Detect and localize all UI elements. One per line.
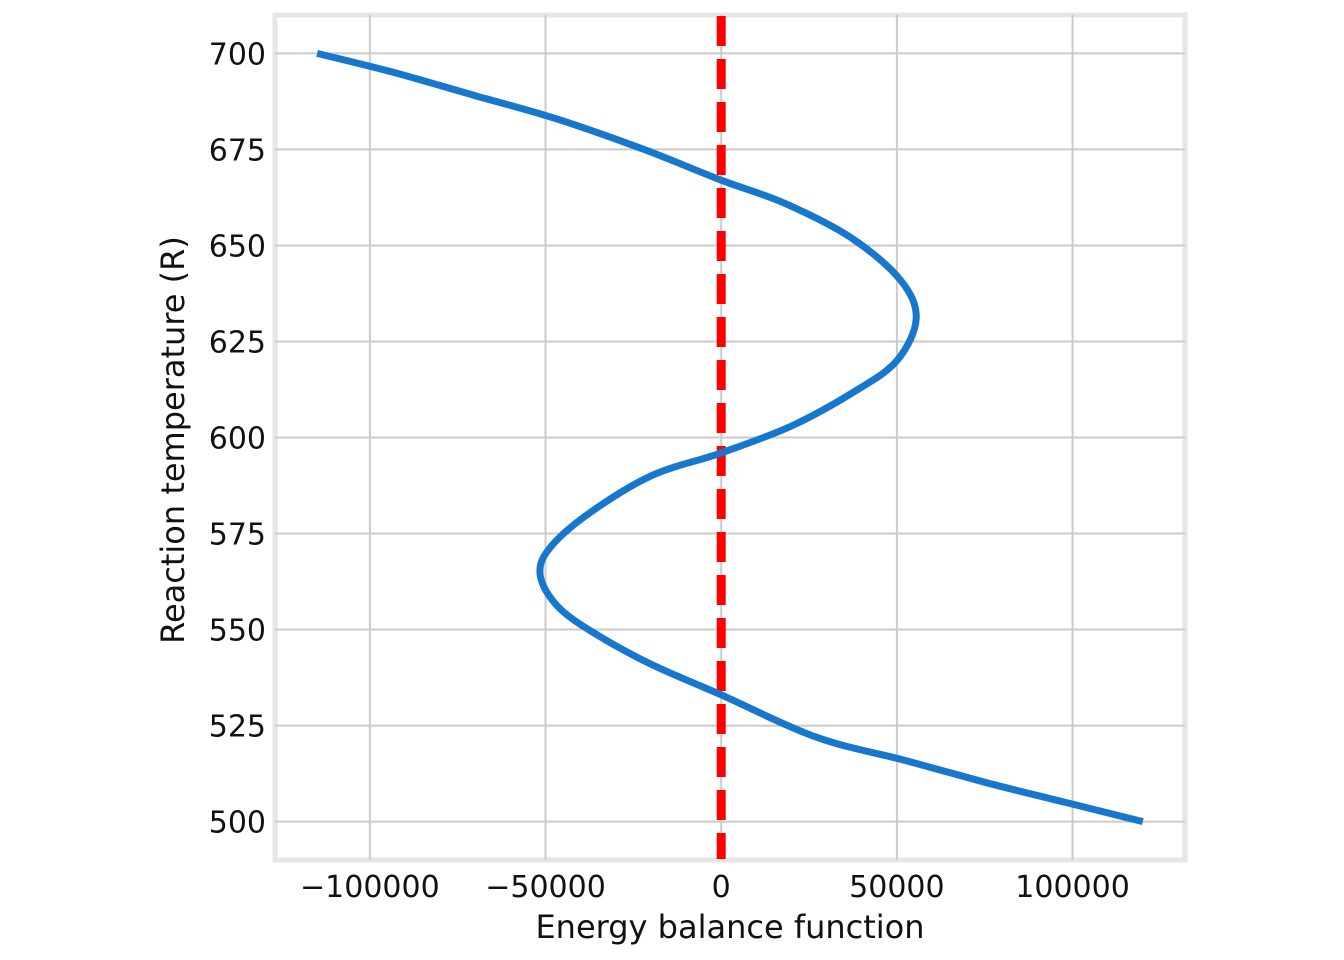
y-tick-label: 625 [209,325,266,360]
x-tick-label: −50000 [485,870,606,905]
x-tick-label: −100000 [300,870,440,905]
x-tick-label: 50000 [849,870,944,905]
data-layer [316,16,1144,859]
y-tick-label: 700 [209,37,266,72]
y-tick-label: 550 [209,614,266,649]
y-tick-label: 575 [209,518,266,553]
tick-labels: −100000 −50000 0 50000 100000 500 525 550 575 600… [209,37,1130,905]
y-tick-label: 600 [209,422,266,457]
x-tick-label: 0 [712,870,731,905]
y-tick-label: 650 [209,229,266,264]
grid [275,15,1185,860]
x-tick-label: 100000 [1015,870,1130,905]
x-axis-label: Energy balance function [535,908,924,946]
y-tick-label: 500 [209,806,266,841]
y-axis-label: Reaction temperature (R) [154,236,192,644]
y-tick-label: 525 [209,710,266,745]
y-tick-label: 675 [209,133,266,168]
series-line-0 [316,50,1144,825]
